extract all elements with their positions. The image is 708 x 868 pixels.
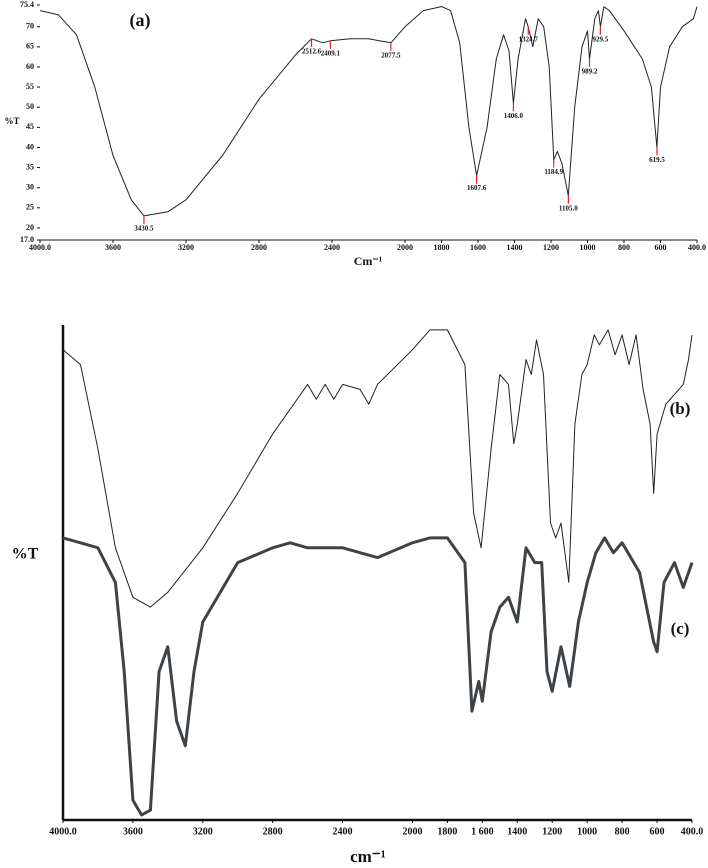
- x-tick-label: 1000: [580, 243, 596, 252]
- spectrum-line: [62, 536, 694, 817]
- peak-label: 2077.5: [381, 51, 401, 59]
- x-axis-label: Cm⁻¹: [354, 254, 383, 268]
- y-tick-label: 25: [26, 203, 34, 212]
- y-axis-label: %T: [12, 546, 39, 563]
- x-tick-label: 800: [615, 826, 630, 837]
- x-tick-label: 2400: [324, 243, 340, 252]
- panel-label: (a): [130, 10, 151, 31]
- peak-label: 2512.6: [302, 47, 322, 55]
- x-tick-label: 3200: [193, 826, 213, 837]
- x-tick-label: 600: [650, 826, 665, 837]
- y-axis-label: %T: [4, 116, 19, 126]
- y-tick-label: 75.4: [20, 0, 34, 9]
- peak-label: 989.2: [582, 68, 598, 76]
- x-axis-label: cm⁻¹: [350, 847, 386, 866]
- y-tick-label: 40: [26, 142, 34, 151]
- peak-label: 929.5: [592, 35, 608, 43]
- peak-label: 2409.1: [321, 49, 341, 57]
- y-tick-label: 35: [26, 162, 34, 171]
- peak-label: 619.5: [649, 156, 665, 164]
- x-tick-label: 3600: [123, 826, 143, 837]
- x-tick-label: 3600: [105, 243, 121, 252]
- x-tick-label: 1800: [434, 243, 450, 252]
- x-tick-label: 600: [655, 243, 667, 252]
- x-tick-label: 2800: [263, 826, 283, 837]
- y-tick-label: 60: [26, 62, 34, 71]
- y-tick-label: 70: [26, 22, 34, 31]
- x-tick-label: 1600: [470, 243, 486, 252]
- x-tick-label: 1 600: [471, 826, 494, 837]
- y-tick-label: 55: [26, 82, 34, 91]
- series-label: (c): [671, 619, 690, 638]
- x-tick-label: 800: [618, 243, 630, 252]
- x-tick-label: 1800: [437, 826, 457, 837]
- peak-label: 1184.9: [544, 168, 563, 176]
- y-tick-label: 65: [26, 42, 34, 51]
- peak-label: 3430.5: [134, 224, 154, 232]
- x-tick-label: 1400: [507, 243, 523, 252]
- x-tick-label: 2800: [251, 243, 267, 252]
- series-label: (b): [670, 399, 691, 418]
- x-tick-label: 2000: [402, 826, 422, 837]
- x-tick-label: 4000.0: [29, 243, 51, 252]
- x-tick-label: 1200: [542, 826, 562, 837]
- x-tick-label: 4000.0: [49, 826, 77, 837]
- x-tick-label: 400.0: [681, 826, 704, 837]
- peak-label: 1406.0: [504, 112, 524, 120]
- x-tick-label: 1400: [507, 826, 527, 837]
- peak-label: 1324.7: [519, 35, 539, 43]
- x-tick-label: 2000: [397, 243, 413, 252]
- y-tick-label: 20: [26, 223, 34, 232]
- y-tick-label: 45: [26, 122, 34, 131]
- x-tick-label: 2400: [333, 826, 353, 837]
- spectrum-line: [62, 329, 693, 608]
- y-tick-label: 17.0: [20, 235, 34, 244]
- x-tick-label: 400.0: [688, 243, 706, 252]
- y-tick-label: 30: [26, 183, 34, 192]
- x-tick-label: 3200: [178, 243, 194, 252]
- x-tick-label: 1200: [543, 243, 559, 252]
- peak-label: 1105.0: [559, 204, 578, 212]
- peak-label: 1607.6: [467, 184, 487, 192]
- x-tick-label: 1000: [577, 826, 597, 837]
- y-tick-label: 50: [26, 102, 34, 111]
